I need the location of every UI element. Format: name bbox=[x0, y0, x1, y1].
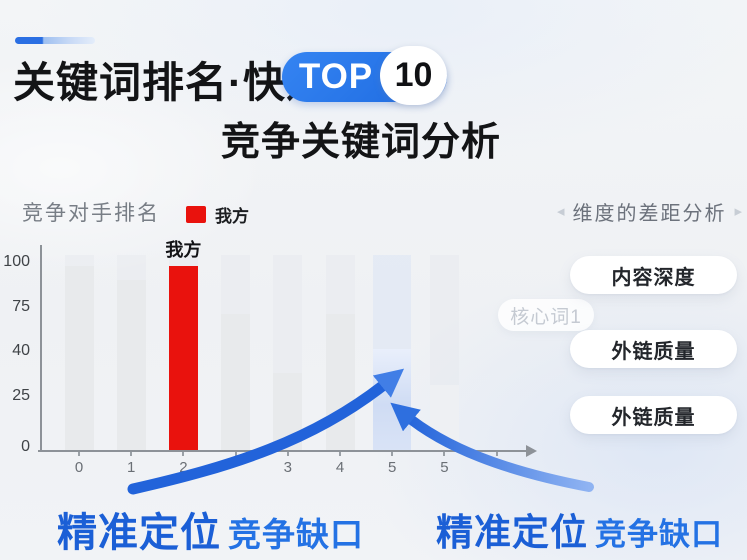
bar-competitor bbox=[64, 266, 94, 451]
chevron-right-icon[interactable]: ▸ bbox=[734, 202, 742, 220]
chart-section-title: 竞争对手排名 bbox=[22, 202, 160, 225]
bar-chart-plot: 0 25 40 75 100 0 1 2 3 4 5 5 我方 bbox=[3, 240, 540, 476]
legend-swatch-self bbox=[186, 206, 206, 223]
callout-right: 精准定位 竞争缺口 bbox=[436, 502, 723, 556]
bar-value-label: 我方 bbox=[165, 240, 202, 260]
x-tick-label: 5 bbox=[440, 459, 449, 476]
x-tick-label: 1 bbox=[127, 459, 136, 476]
x-tick-label: 5 bbox=[388, 459, 397, 476]
x-tick-label: 3 bbox=[283, 459, 292, 476]
callout-left-rest: 竞争缺口 bbox=[228, 516, 364, 553]
y-axis-line bbox=[40, 245, 42, 451]
chevron-left-icon[interactable]: ◂ bbox=[556, 202, 565, 220]
page-subtitle: 竞争关键词分析 bbox=[221, 121, 502, 164]
bar-gap-highlight bbox=[373, 348, 412, 451]
y-tick-label: 100 bbox=[3, 253, 30, 270]
keyword-tag-faded[interactable]: 核心词1 bbox=[498, 299, 594, 331]
x-axis-line bbox=[38, 450, 528, 452]
callout-left-strong: 精准定位 bbox=[57, 511, 221, 555]
callout-right-strong: 精准定位 bbox=[436, 512, 588, 553]
y-tick-label: 75 bbox=[12, 298, 30, 315]
y-tick-label: 40 bbox=[12, 342, 30, 359]
bar-self bbox=[168, 266, 198, 451]
bar-competitor bbox=[116, 280, 146, 451]
accent-bar bbox=[15, 37, 95, 44]
dimension-pill-content-depth[interactable]: 内容深度 bbox=[570, 256, 737, 294]
bar-competitor-faint bbox=[429, 385, 459, 451]
x-axis-arrow-icon bbox=[526, 445, 537, 457]
callout-right-rest: 竞争缺口 bbox=[595, 517, 723, 552]
y-tick-label: 25 bbox=[12, 387, 30, 404]
bar-competitor bbox=[325, 313, 355, 451]
top10-badge-label: TOP bbox=[298, 57, 374, 96]
top10-badge-number: 10 bbox=[380, 46, 447, 105]
chart-legend: 我方 bbox=[186, 202, 249, 227]
x-tick-label: 4 bbox=[335, 459, 345, 476]
x-tick-label: 2 bbox=[179, 459, 188, 476]
x-tick-label: 0 bbox=[74, 459, 84, 476]
x-tick bbox=[78, 451, 80, 456]
y-tick-label: 0 bbox=[21, 438, 30, 455]
callout-left: 精准定位 竞争缺口 bbox=[57, 500, 364, 558]
legend-label-self: 我方 bbox=[215, 207, 249, 226]
bar-competitor bbox=[221, 313, 251, 451]
analysis-panel-header: ◂ 维度的差距分析 ▸ bbox=[552, 197, 742, 226]
page-title: 关键词排名·快速 bbox=[13, 59, 329, 106]
analysis-panel-title: 维度的差距分析 bbox=[572, 203, 727, 225]
bar-competitor bbox=[273, 373, 303, 451]
dimension-pill-backlink-quality-1[interactable]: 外链质量 bbox=[570, 330, 737, 368]
dimension-pill-backlink-quality-2[interactable]: 外链质量 bbox=[570, 396, 737, 434]
